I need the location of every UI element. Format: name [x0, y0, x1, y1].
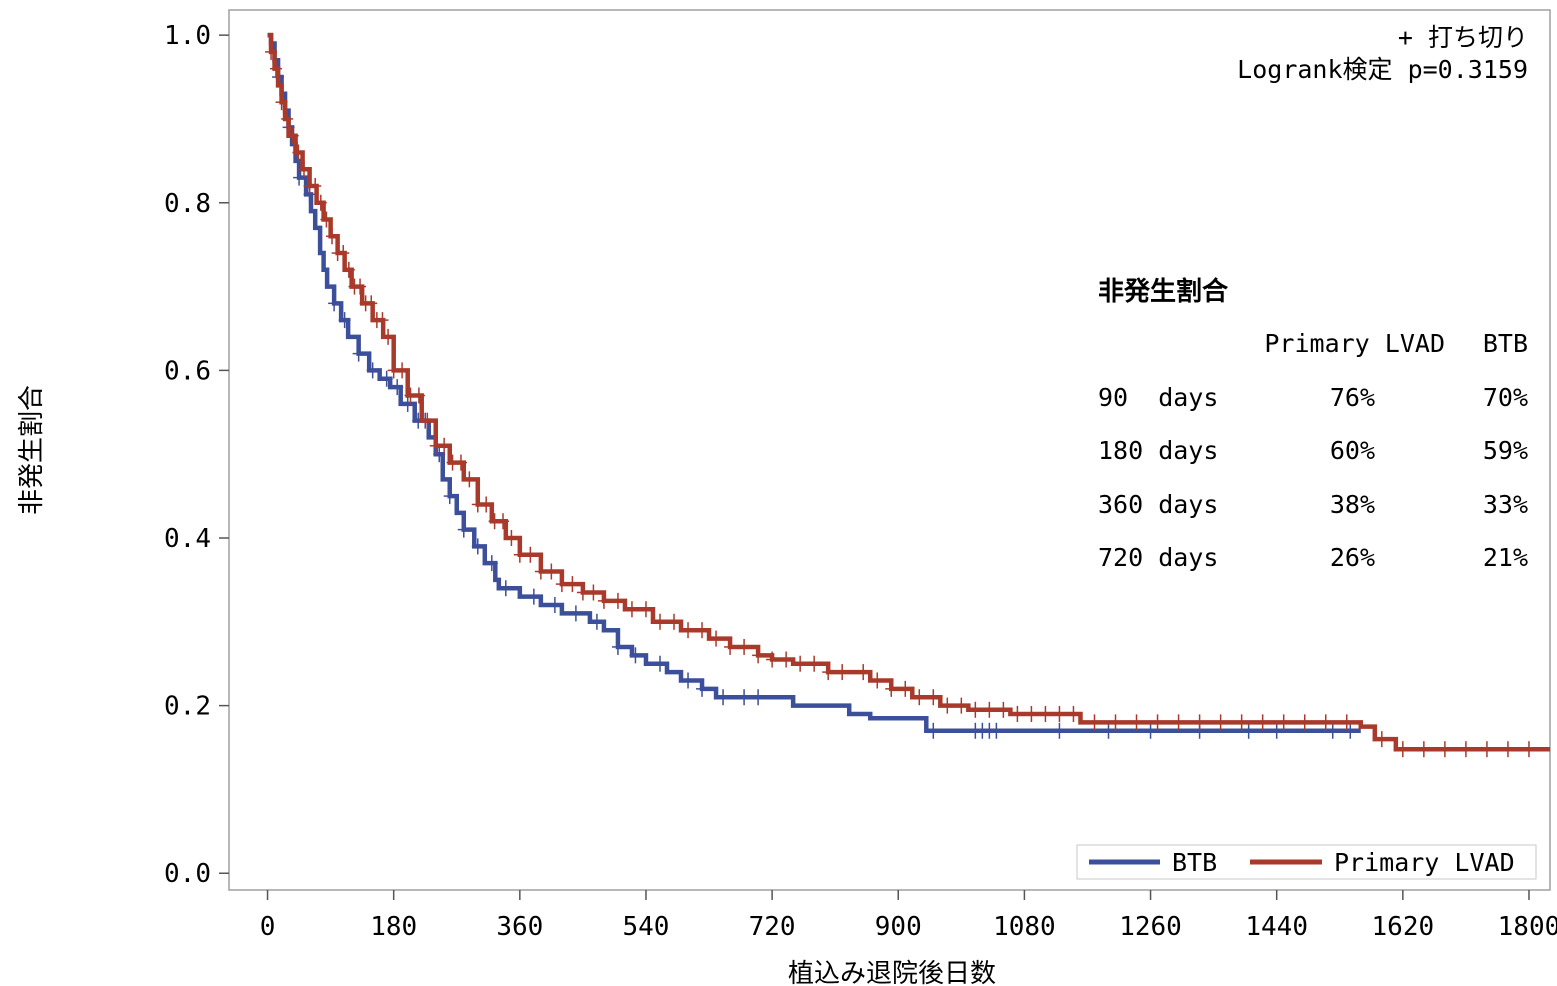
x-tick-label: 360	[496, 912, 543, 942]
x-tick-label: 1440	[1245, 912, 1308, 942]
y-axis-ticks: 0.0 0.2 0.4 0.6 0.8 1.0	[164, 21, 229, 889]
y-tick-label: 1.0	[164, 21, 211, 51]
legend: BTB Primary LVAD	[1076, 844, 1537, 880]
x-tick-label: 1080	[993, 912, 1056, 942]
table-row-btb: 21%	[1483, 543, 1528, 572]
table-row-primary: 76%	[1330, 383, 1375, 412]
x-tick-label: 180	[370, 912, 417, 942]
y-tick-label: 0.2	[164, 692, 211, 722]
x-tick-label: 1800	[1498, 912, 1557, 942]
table-row-label: 180 days	[1098, 436, 1218, 465]
table-header-btb: BTB	[1483, 329, 1528, 358]
table-row-label: 360 days	[1098, 490, 1218, 519]
table-header-primary: Primary LVAD	[1264, 329, 1445, 358]
table-row-btb: 70%	[1483, 383, 1528, 412]
censor-note: + 打ち切り	[1398, 23, 1528, 52]
y-tick-label: 0.0	[164, 859, 211, 889]
series-line-btb	[267, 32, 1361, 734]
y-tick-label: 0.4	[164, 524, 211, 554]
y-tick-label: 0.8	[164, 189, 211, 219]
table-row-label: 720 days	[1098, 543, 1218, 572]
legend-label-primary: Primary LVAD	[1334, 848, 1515, 877]
table-row-primary: 38%	[1330, 490, 1375, 519]
x-tick-label: 1620	[1372, 912, 1435, 942]
x-tick-label: 900	[875, 912, 922, 942]
table-row-primary: 60%	[1330, 436, 1375, 465]
table-row-btb: 59%	[1483, 436, 1528, 465]
series-layer	[265, 32, 1550, 758]
x-tick-label: 1260	[1119, 912, 1182, 942]
y-axis-title: 非発生割合	[17, 385, 47, 515]
x-tick-label: 0	[260, 912, 276, 942]
table-row-label: 90 days	[1098, 383, 1218, 412]
x-tick-label: 720	[749, 912, 796, 942]
logrank-note: Logrank検定 p=0.3159	[1237, 55, 1528, 84]
table-row-primary: 26%	[1330, 543, 1375, 572]
x-axis-ticks: 0 180 360 540 720 900 1080 1260 1440 1620 1800	[260, 890, 1557, 942]
legend-label-btb: BTB	[1172, 848, 1217, 877]
table-title: 非発生割合	[1098, 276, 1229, 307]
y-tick-label: 0.6	[164, 356, 211, 386]
table-row-btb: 33%	[1483, 490, 1528, 519]
x-axis-title: 植込み退院後日数	[788, 959, 996, 986]
x-tick-label: 540	[622, 912, 669, 942]
